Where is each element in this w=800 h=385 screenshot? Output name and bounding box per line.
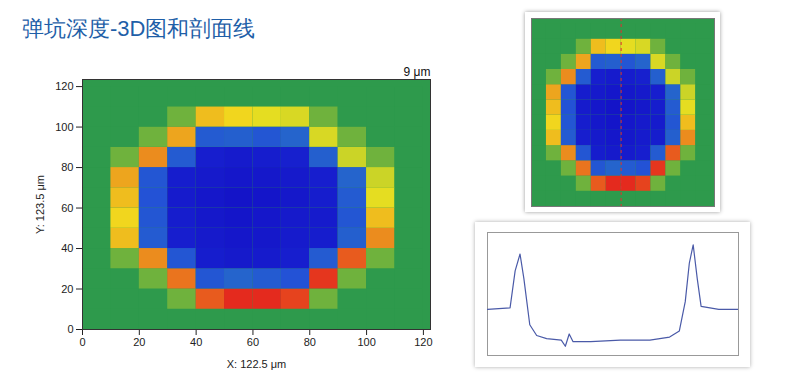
svg-text:40: 40 — [190, 336, 202, 348]
svg-text:0: 0 — [67, 323, 73, 335]
svg-text:100: 100 — [55, 121, 73, 133]
svg-text:120: 120 — [55, 80, 73, 92]
svg-text:40: 40 — [61, 242, 73, 254]
svg-text:100: 100 — [357, 336, 375, 348]
svg-text:20: 20 — [61, 283, 73, 295]
svg-text:60: 60 — [61, 202, 73, 214]
svg-text:Y: 123.5 μm: Y: 123.5 μm — [34, 175, 46, 234]
svg-text:60: 60 — [247, 336, 259, 348]
svg-text:0: 0 — [79, 336, 85, 348]
svg-text:120: 120 — [414, 336, 432, 348]
svg-text:20: 20 — [133, 336, 145, 348]
svg-text:80: 80 — [304, 336, 316, 348]
svg-text:9 μm: 9 μm — [404, 65, 431, 79]
svg-text:X: 122.5 μm: X: 122.5 μm — [227, 358, 287, 370]
html-text:弹坑深度-3D图和剖面线: 弹坑深度-3D图和剖面线 — [22, 16, 256, 41]
svg-text:80: 80 — [61, 161, 73, 173]
